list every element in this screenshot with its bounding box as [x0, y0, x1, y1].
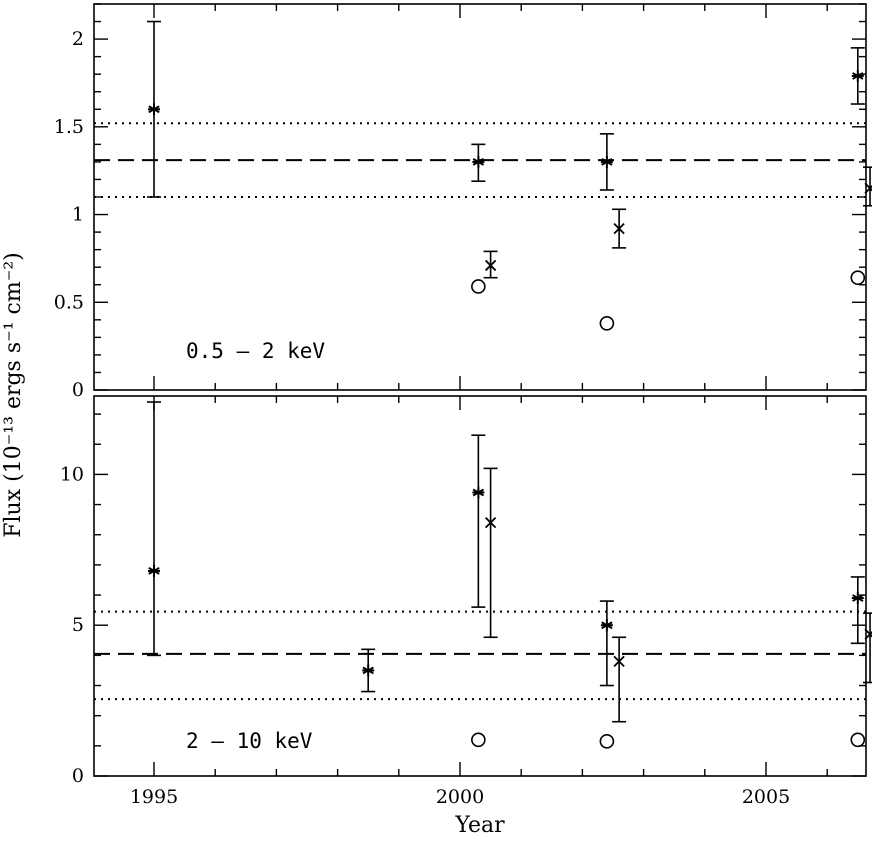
cross-stroke [484, 517, 497, 529]
top-circle-point [599, 316, 615, 331]
cross-stroke [613, 655, 625, 668]
bottom-circle-point [471, 732, 486, 748]
top-cross-point [864, 182, 872, 194]
cross-stroke [864, 184, 872, 194]
top-y-tick-label: 0 [72, 379, 84, 401]
bottom-asterisk-point [148, 564, 160, 577]
top-asterisk-point [851, 69, 864, 82]
bottom-panel-points [147, 401, 872, 749]
bottom-y-tick-label: 5 [72, 614, 84, 636]
top-y-tick-label: 2 [72, 28, 84, 50]
bottom-panel-frame [93, 395, 867, 777]
top-y-tick-label: 1.5 [54, 116, 84, 138]
bottom-asterisk-point [362, 664, 375, 677]
x-tick-label: 1995 [130, 786, 178, 808]
bottom-cross-point [864, 628, 872, 640]
bottom-band-label: 2 – 10 keV [186, 729, 313, 753]
bottom-y-tick-label: 0 [72, 765, 84, 787]
x-tick-label: 2000 [436, 786, 484, 808]
top-asterisk-point [600, 155, 613, 168]
top-cross-point [613, 222, 625, 235]
x-axis-title: Year [454, 813, 505, 838]
bottom-circle-point [850, 732, 866, 748]
bottom-reference-lines [94, 610, 866, 701]
y-axis-title: Flux (10⁻¹³ ergs s⁻¹ cm⁻²) [1, 252, 26, 538]
top-y-tick-label: 0.5 [54, 291, 84, 313]
top-circle-point [850, 270, 866, 286]
top-panel-ticks: 0 0.5 1 1.5 2 [54, 3, 866, 401]
cross-stroke [484, 259, 497, 272]
bottom-y-tick-label: 10 [60, 463, 84, 485]
top-band-label: 0.5 – 2 keV [186, 339, 325, 363]
cross-stroke [864, 631, 872, 640]
bottom-circle-point [599, 734, 615, 749]
cross-stroke [613, 222, 625, 235]
bottom-asterisk-point [851, 592, 864, 605]
bottom-panel-ticks: 1995 2000 2005 0 5 10 [60, 396, 866, 808]
top-y-tick-label: 1 [72, 204, 84, 226]
x-tick-label: 2005 [742, 786, 790, 808]
bottom-asterisk-point [600, 619, 613, 632]
top-asterisk-point [148, 103, 160, 116]
top-cross-point [484, 259, 497, 272]
bottom-cross-point [613, 655, 625, 668]
top-asterisk-point [472, 155, 485, 168]
top-circle-point [471, 279, 486, 294]
bottom-asterisk-point [472, 486, 485, 499]
top-panel-points [147, 20, 872, 331]
bottom-cross-point [484, 517, 497, 529]
